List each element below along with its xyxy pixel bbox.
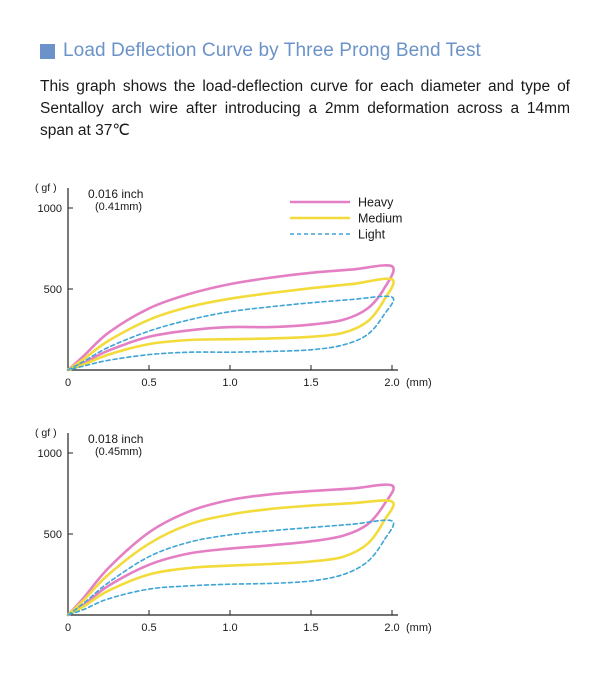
y-tick-label: 500 <box>44 529 62 541</box>
series-curve-heavy <box>66 264 395 372</box>
x-tick-label: 1.0 <box>222 377 237 389</box>
series-curve-light <box>67 295 395 371</box>
x-tick-label: 2.0 <box>384 377 399 389</box>
x-tick-label: 0 <box>65 377 71 389</box>
chart-subtitle: (0.45mm) <box>95 446 142 458</box>
y-tick-label: 1000 <box>38 203 62 215</box>
series-curve-medium <box>66 277 395 372</box>
title-bullet-square <box>40 43 55 59</box>
description-paragraph: This graph shows the load-deflection cur… <box>40 78 570 139</box>
x-tick-label: 2.0 <box>384 622 399 634</box>
chart-0018: ( gf ) 500 1000 0 0.5 1.0 1.5 2.0 (mm) 0.018 inch… <box>35 427 432 634</box>
series-curve-heavy <box>66 483 395 617</box>
page-header: Load Deflection Curve by Three Prong Ben… <box>40 40 481 62</box>
x-axis-unit-label: (mm) <box>406 622 432 634</box>
page-title: Load Deflection Curve by Three Prong Ben… <box>63 40 481 61</box>
y-axis-unit-label: ( gf ) <box>35 427 57 439</box>
y-tick-label: 500 <box>44 284 62 296</box>
y-axis-unit-label: ( gf ) <box>35 182 57 194</box>
chart-subtitle: (0.41mm) <box>95 201 142 213</box>
x-axis-unit-label: (mm) <box>406 377 432 389</box>
chart-title: 0.016 inch <box>88 187 143 201</box>
x-tick-label: 1.5 <box>303 622 318 634</box>
x-tick-label: 0.5 <box>141 622 156 634</box>
y-tick-label: 1000 <box>38 448 62 460</box>
chart-title: 0.018 inch <box>88 432 143 446</box>
chart-0016: ( gf ) 500 1000 0 0.5 1.0 1.5 2.0 (mm) 0.016 inch… <box>35 182 432 389</box>
legend-label-medium: Medium <box>358 212 402 226</box>
x-tick-label: 1.0 <box>222 622 237 634</box>
x-tick-label: 1.5 <box>303 377 318 389</box>
legend-label-heavy: Heavy <box>358 196 394 210</box>
series-curve-medium <box>66 499 395 617</box>
series-curve-light <box>67 519 395 616</box>
x-tick-label: 0.5 <box>141 377 156 389</box>
legend-label-light: Light <box>358 228 386 242</box>
x-tick-label: 0 <box>65 622 71 634</box>
